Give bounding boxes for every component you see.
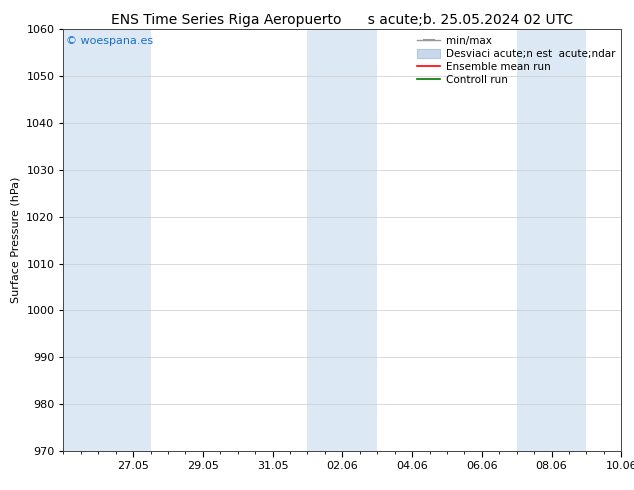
Bar [63, 29, 150, 451]
Y-axis label: Surface Pressure (hPa): Surface Pressure (hPa) [11, 177, 21, 303]
Bar [517, 29, 586, 451]
Bar [307, 29, 377, 451]
Title: ENS Time Series Riga Aeropuerto      s acute;b. 25.05.2024 02 UTC: ENS Time Series Riga Aeropuerto s acute;… [112, 13, 573, 27]
Text: © woespana.es: © woespana.es [66, 36, 153, 46]
Legend: min/max, Desviaci acute;n est  acute;ndar, Ensemble mean run, Controll run: min/max, Desviaci acute;n est acute;ndar… [413, 31, 619, 89]
